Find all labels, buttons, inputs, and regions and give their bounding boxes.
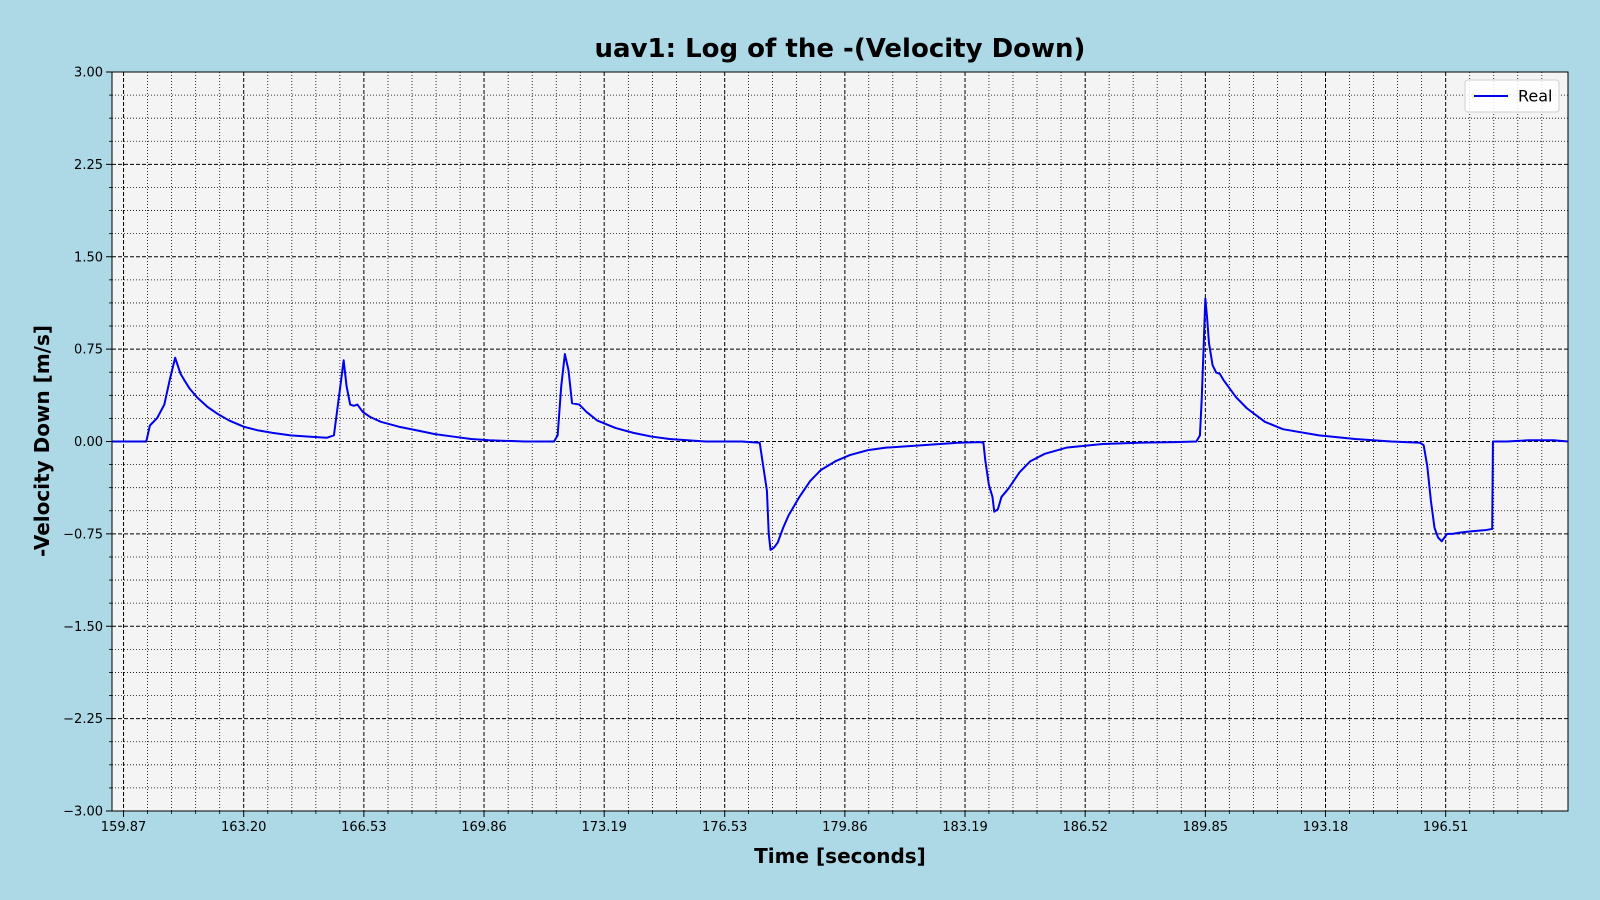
x-tick-label: 179.86 [822, 820, 868, 835]
x-tick-label: 166.53 [341, 820, 387, 835]
y-tick-label: 2.25 [74, 158, 103, 173]
x-tick-label: 173.19 [581, 820, 627, 835]
y-tick-label: 3.00 [74, 66, 103, 81]
y-tick-label: −0.75 [63, 527, 103, 542]
x-tick-label: 183.19 [942, 820, 988, 835]
x-tick-label: 186.52 [1062, 820, 1108, 835]
x-tick-label: 159.87 [101, 820, 147, 835]
x-tick-label: 176.53 [702, 820, 748, 835]
y-tick-label: −1.50 [63, 620, 103, 635]
y-axis-title: -Velocity Down [m/s] [30, 325, 54, 557]
x-axis-title: Time [seconds] [754, 844, 926, 868]
x-tick-label: 163.20 [221, 820, 267, 835]
x-tick-label: 196.51 [1423, 820, 1469, 835]
x-tick-label: 189.85 [1183, 820, 1229, 835]
x-tick-label: 193.18 [1303, 820, 1349, 835]
y-tick-label: 0.00 [74, 435, 103, 450]
legend-label: Real [1518, 87, 1553, 106]
y-tick-label: −3.00 [63, 805, 103, 820]
y-tick-label: −2.25 [63, 712, 103, 727]
x-tick-label: 169.86 [461, 820, 507, 835]
chart-title: uav1: Log of the -(Velocity Down) [595, 34, 1086, 64]
y-tick-label: 1.50 [74, 250, 103, 265]
y-tick-label: 0.75 [74, 343, 103, 358]
legend: Real [1465, 80, 1559, 112]
